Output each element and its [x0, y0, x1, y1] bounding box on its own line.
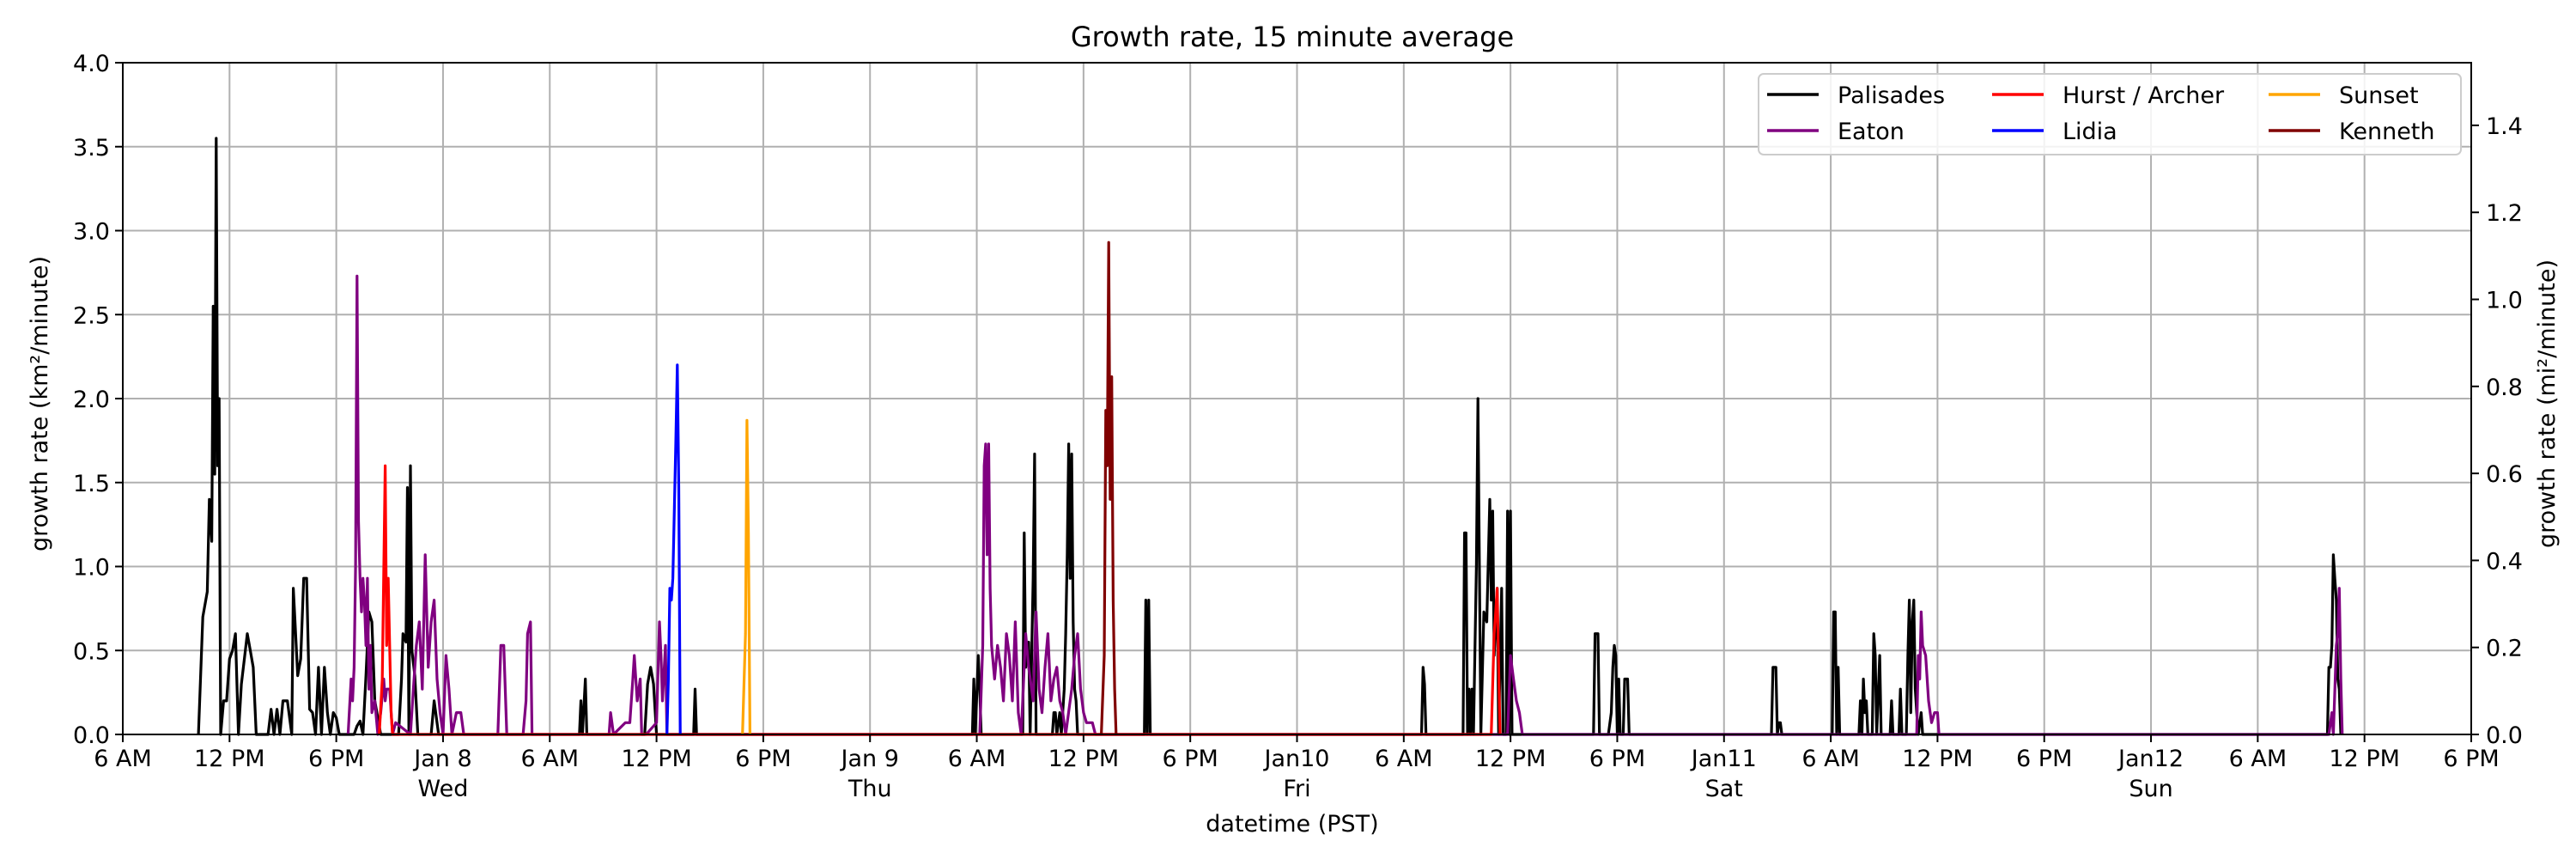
y-right-tick-label: 0.2 — [2486, 636, 2523, 662]
x-tick-label: 6 AM — [948, 746, 1006, 772]
x-tick-label: 6 PM — [2016, 746, 2072, 772]
x-tick-label: 6 AM — [521, 746, 580, 772]
axes: 0.0 0.5 1.0 1.5 2.0 2.5 3.0 3.5 4.0 0.0 0.2 0.4 0.6 0… — [73, 51, 2523, 802]
y-tick-label: 1.5 — [73, 471, 110, 497]
x-tick-label: 12 PM — [2329, 746, 2400, 772]
legend-label-eaton: Eaton — [1838, 119, 1905, 145]
series-line-lidia — [665, 363, 682, 735]
x-tick-sublabel: Thu — [848, 776, 892, 802]
x-tick-label: 6 AM — [2229, 746, 2287, 772]
y-right-tick-label: 1.2 — [2486, 200, 2523, 227]
y-right-tick-label: 1.0 — [2486, 288, 2523, 314]
x-tick-sublabel: Fri — [1283, 776, 1310, 802]
y-tick-label: 4.0 — [73, 51, 110, 77]
x-tick-label: 6 AM — [1801, 746, 1860, 772]
y-tick-label: 3.0 — [73, 219, 110, 246]
x-tick-label: 6 PM — [308, 746, 364, 772]
y-tick-label: 1.0 — [73, 555, 110, 582]
y-tick-label: 0.0 — [73, 722, 110, 749]
legend-label-palisades: Palisades — [1838, 82, 1945, 109]
legend: Palisades Eaton Hurst / Archer Lidia Sunset K… — [1758, 73, 2462, 155]
y-right-tick-label: 0.6 — [2486, 461, 2523, 488]
x-tick-label: Jan 8 — [412, 746, 471, 772]
x-tick-label: Jan12 — [2117, 746, 2184, 772]
legend-label-lidia: Lidia — [2063, 119, 2117, 145]
x-tick-label: 6 PM — [1589, 746, 1645, 772]
series-line-palisades — [197, 137, 2342, 736]
y-tick-label: 2.0 — [73, 387, 110, 413]
y-tick-label: 0.5 — [73, 638, 110, 665]
series-line-kenneth — [1100, 241, 1118, 735]
y-right-tick-label: 0.0 — [2486, 722, 2523, 749]
y-axis-label-right: growth rate (mi²/minute) — [2534, 259, 2561, 548]
x-tick-label: 12 PM — [621, 746, 692, 772]
x-tick-label: 12 PM — [194, 746, 265, 772]
chart-title: Growth rate, 15 minute average — [1071, 21, 1514, 53]
series-line-sunset — [741, 418, 751, 735]
series-line-hurst-archer — [378, 464, 1502, 736]
x-tick-label: 6 AM — [1375, 746, 1433, 772]
series-lines — [197, 137, 2344, 736]
x-tick-label: Jan10 — [1263, 746, 1330, 772]
x-tick-label: 6 PM — [735, 746, 791, 772]
y-right-tick-label: 1.4 — [2486, 113, 2523, 140]
x-tick-label: 6 PM — [2443, 746, 2499, 772]
legend-label-sunset: Sunset — [2339, 82, 2419, 109]
x-tick-label: Jan11 — [1690, 746, 1757, 772]
x-tick-sublabel: Wed — [418, 776, 469, 802]
x-tick-label: 12 PM — [1475, 746, 1546, 772]
y-right-tick-label: 0.8 — [2486, 375, 2523, 401]
x-tick-label: 6 AM — [94, 746, 152, 772]
y-axis-label: growth rate (km²/minute) — [27, 256, 53, 551]
legend-label-kenneth: Kenneth — [2339, 119, 2435, 145]
y-tick-label: 2.5 — [73, 302, 110, 329]
x-tick-sublabel: Sun — [2129, 776, 2172, 802]
x-tick-label: Jan 9 — [840, 746, 899, 772]
y-right-tick-label: 0.4 — [2486, 548, 2523, 575]
x-tick-label: 12 PM — [1048, 746, 1120, 772]
x-tick-sublabel: Sat — [1705, 776, 1743, 802]
x-axis-label: datetime (PST) — [1206, 811, 1378, 838]
x-tick-label: 6 PM — [1163, 746, 1218, 772]
x-tick-label: 12 PM — [1902, 746, 1973, 772]
y-tick-label: 3.5 — [73, 135, 110, 161]
legend-label-hurst-archer: Hurst / Archer — [2063, 82, 2225, 109]
